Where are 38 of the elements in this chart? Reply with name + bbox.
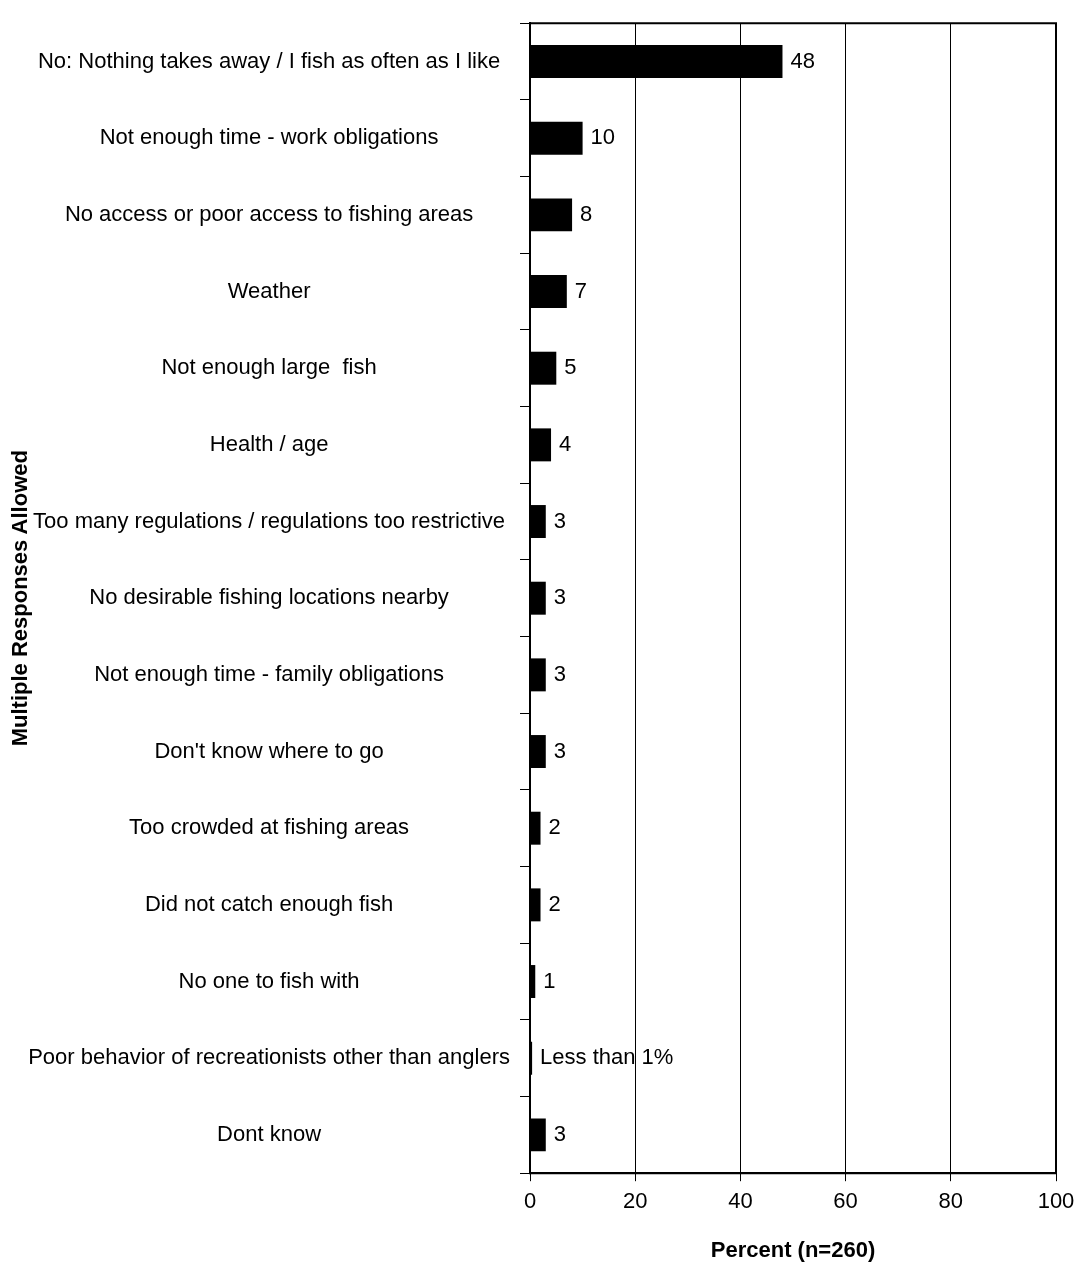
- data-label: 3: [553, 1120, 567, 1146]
- y-tick-label: Dont know: [217, 1120, 322, 1146]
- y-tick-label: Poor behavior of recreationists other than anglers: [28, 1044, 511, 1070]
- x-tick-label: 0: [523, 1188, 537, 1214]
- x-tick-label: 20: [622, 1188, 648, 1214]
- y-tick-label: Don't know where to go: [154, 737, 384, 763]
- data-label: 3: [553, 507, 567, 533]
- x-axis-title: Percent (n=260): [710, 1236, 876, 1262]
- y-tick-label: No access or poor access to fishing areas: [64, 200, 474, 226]
- x-tick-label: 60: [833, 1188, 858, 1214]
- x-tick-label: 40: [728, 1188, 753, 1214]
- data-label: 8: [580, 200, 593, 226]
- y-axis-title: Multiple Responses Allowed: [7, 450, 33, 747]
- data-label: 7: [574, 277, 588, 303]
- y-tick-label: Health / age: [209, 430, 329, 456]
- y-tick-label: Not enough large fish: [161, 354, 377, 380]
- y-tick-label: Too crowded at fishing areas: [129, 814, 410, 840]
- data-label: 10: [590, 124, 616, 150]
- y-tick-label: Not enough time - work obligations: [99, 124, 439, 150]
- data-label: 3: [553, 584, 567, 610]
- data-label: 2: [548, 890, 561, 916]
- y-tick-label: No: Nothing takes away / I fish as often as I like: [37, 47, 501, 73]
- y-tick-label: Too many regulations / regulations too restrictive: [33, 507, 506, 533]
- data-label: 4: [559, 430, 572, 456]
- data-label: Less than 1%: [540, 1044, 674, 1070]
- data-label: 3: [553, 737, 567, 763]
- data-label: 1: [543, 967, 556, 993]
- data-label: 2: [548, 814, 561, 840]
- data-label: 5: [564, 354, 577, 380]
- data-label: 3: [553, 660, 567, 686]
- y-tick-label: Not enough time - family obligations: [94, 660, 444, 686]
- y-tick-label: Did not catch enough fish: [144, 890, 394, 916]
- y-tick-label: No one to fish with: [178, 967, 360, 993]
- y-tick-label: Weather: [227, 277, 311, 303]
- y-tick-label: No desirable fishing locations nearby: [89, 584, 449, 610]
- x-tick-label: 100: [1037, 1188, 1075, 1214]
- data-label: 48: [790, 47, 815, 73]
- x-tick-label: 80: [938, 1188, 964, 1214]
